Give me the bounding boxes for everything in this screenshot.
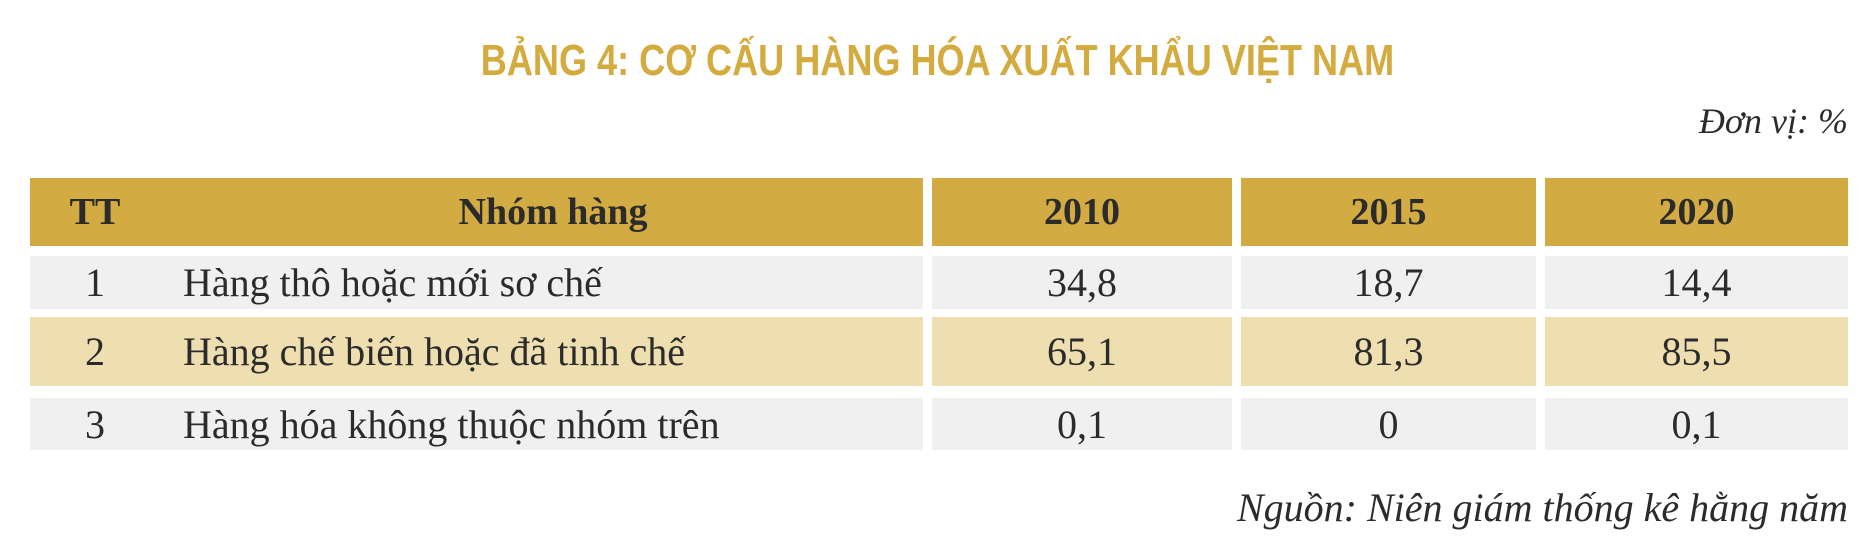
row-bg bbox=[1241, 256, 1536, 309]
table-cell: 0,1 bbox=[1671, 401, 1722, 447]
table-cell: 3 bbox=[85, 401, 105, 447]
table-cell: 18,7 bbox=[1353, 260, 1424, 305]
table-cell: 2 bbox=[85, 329, 105, 374]
header-cell-bg bbox=[1241, 178, 1536, 246]
source-note: Nguồn: Niên giám thống kê hằng năm bbox=[1236, 485, 1848, 530]
header-cell: Nhóm hàng bbox=[458, 191, 648, 233]
table-cell: Hàng thô hoặc mới sơ chế bbox=[183, 260, 602, 305]
row-bg bbox=[30, 256, 923, 309]
table-cell: 0 bbox=[1378, 401, 1399, 447]
header-cell: 2015 bbox=[1350, 191, 1427, 233]
row-bg bbox=[30, 317, 923, 386]
row-bg bbox=[1241, 317, 1536, 386]
header-cell-bg bbox=[30, 178, 923, 246]
table-cell: 1 bbox=[85, 260, 105, 305]
table-cell: 34,8 bbox=[1047, 260, 1117, 305]
row-bg bbox=[932, 317, 1232, 386]
table-cell: 85,5 bbox=[1661, 329, 1732, 374]
table-cell: 81,3 bbox=[1353, 329, 1424, 374]
header-cell-bg bbox=[932, 178, 1232, 246]
row-bg bbox=[1241, 398, 1536, 450]
row-bg bbox=[1545, 317, 1848, 386]
table-cell: 14,4 bbox=[1661, 260, 1732, 305]
table-cell: Hàng chế biến hoặc đã tinh chế bbox=[183, 329, 686, 374]
table-cell: Hàng hóa không thuộc nhóm trên bbox=[183, 401, 720, 447]
header-cell: 2020 bbox=[1658, 191, 1735, 233]
header-cell: 2010 bbox=[1044, 191, 1120, 233]
table-cell: 65,1 bbox=[1047, 329, 1117, 374]
row-bg bbox=[932, 256, 1232, 309]
row-bg bbox=[932, 398, 1232, 450]
table-cell: 0,1 bbox=[1057, 401, 1107, 447]
row-bg bbox=[1545, 256, 1848, 309]
unit-note: Đơn vị: % bbox=[1698, 101, 1848, 141]
row-bg bbox=[30, 398, 923, 450]
header-cell: TT bbox=[69, 191, 121, 233]
header-cell-bg bbox=[1545, 178, 1848, 246]
table-title: BẢNG 4: CƠ CẤU HÀNG HÓA XUẤT KHẨU VIỆT N… bbox=[480, 36, 1395, 85]
row-bg bbox=[1545, 398, 1848, 450]
